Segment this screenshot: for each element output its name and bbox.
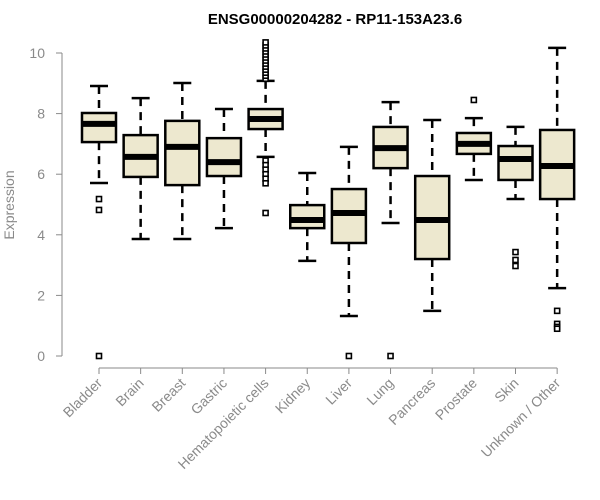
y-tick-label: 4 bbox=[37, 227, 45, 243]
outlier-point bbox=[262, 179, 269, 187]
x-tick-label: Kidney bbox=[272, 375, 314, 417]
y-axis: 0 2 4 6 8 10 bbox=[29, 45, 63, 364]
box-breast bbox=[164, 81, 201, 241]
outlier-point bbox=[470, 96, 478, 104]
x-tick-label: Prostate bbox=[432, 375, 480, 423]
box-unknown-other bbox=[538, 46, 576, 333]
boxes bbox=[80, 39, 576, 360]
outlier-point bbox=[553, 307, 561, 315]
box-liver bbox=[330, 145, 368, 360]
y-tick-label: 0 bbox=[37, 348, 45, 364]
box-kidney bbox=[289, 171, 326, 263]
box-skin bbox=[497, 125, 534, 270]
outlier-point bbox=[512, 248, 519, 256]
y-tick-label: 10 bbox=[29, 45, 45, 61]
outlier-point bbox=[345, 352, 353, 360]
x-tick-label: Skin bbox=[491, 375, 522, 406]
outlier-point bbox=[553, 325, 561, 333]
box-pancreas bbox=[413, 118, 451, 313]
outlier-point bbox=[95, 352, 103, 360]
box-brain bbox=[122, 96, 159, 241]
outlier-point bbox=[262, 39, 269, 46]
x-tick-label: Lung bbox=[363, 375, 396, 408]
outlier-point bbox=[95, 195, 103, 203]
iqr-box bbox=[330, 187, 368, 245]
iqr-box bbox=[497, 144, 534, 182]
iqr-box bbox=[289, 203, 326, 230]
x-tick-label: Brain bbox=[112, 375, 146, 409]
y-tick-label: 2 bbox=[37, 287, 45, 303]
iqr-box bbox=[164, 119, 201, 187]
y-tick-label: 6 bbox=[37, 166, 45, 182]
outlier-point bbox=[512, 262, 519, 270]
box-bladder bbox=[80, 84, 118, 360]
iqr-box bbox=[205, 136, 243, 178]
x-tick-label: Liver bbox=[322, 375, 355, 408]
box-lung bbox=[372, 100, 409, 360]
outlier-point bbox=[262, 209, 269, 217]
x-tick-label: Bladder bbox=[60, 375, 106, 421]
outlier-point bbox=[95, 206, 103, 214]
box-prostate bbox=[455, 96, 493, 182]
outlier-point bbox=[387, 352, 394, 360]
box-gastric bbox=[205, 107, 243, 230]
box-hematopoietic-cells bbox=[247, 39, 284, 217]
chart-title: ENSG00000204282 - RP11-153A23.6 bbox=[208, 11, 462, 28]
x-tick-label: Unknown / Other bbox=[478, 375, 564, 461]
y-axis-label: Expression bbox=[1, 170, 17, 239]
iqr-box bbox=[80, 111, 118, 144]
outlier-point bbox=[512, 256, 519, 264]
y-tick-label: 8 bbox=[37, 106, 45, 122]
x-tick-label: Breast bbox=[148, 375, 188, 415]
